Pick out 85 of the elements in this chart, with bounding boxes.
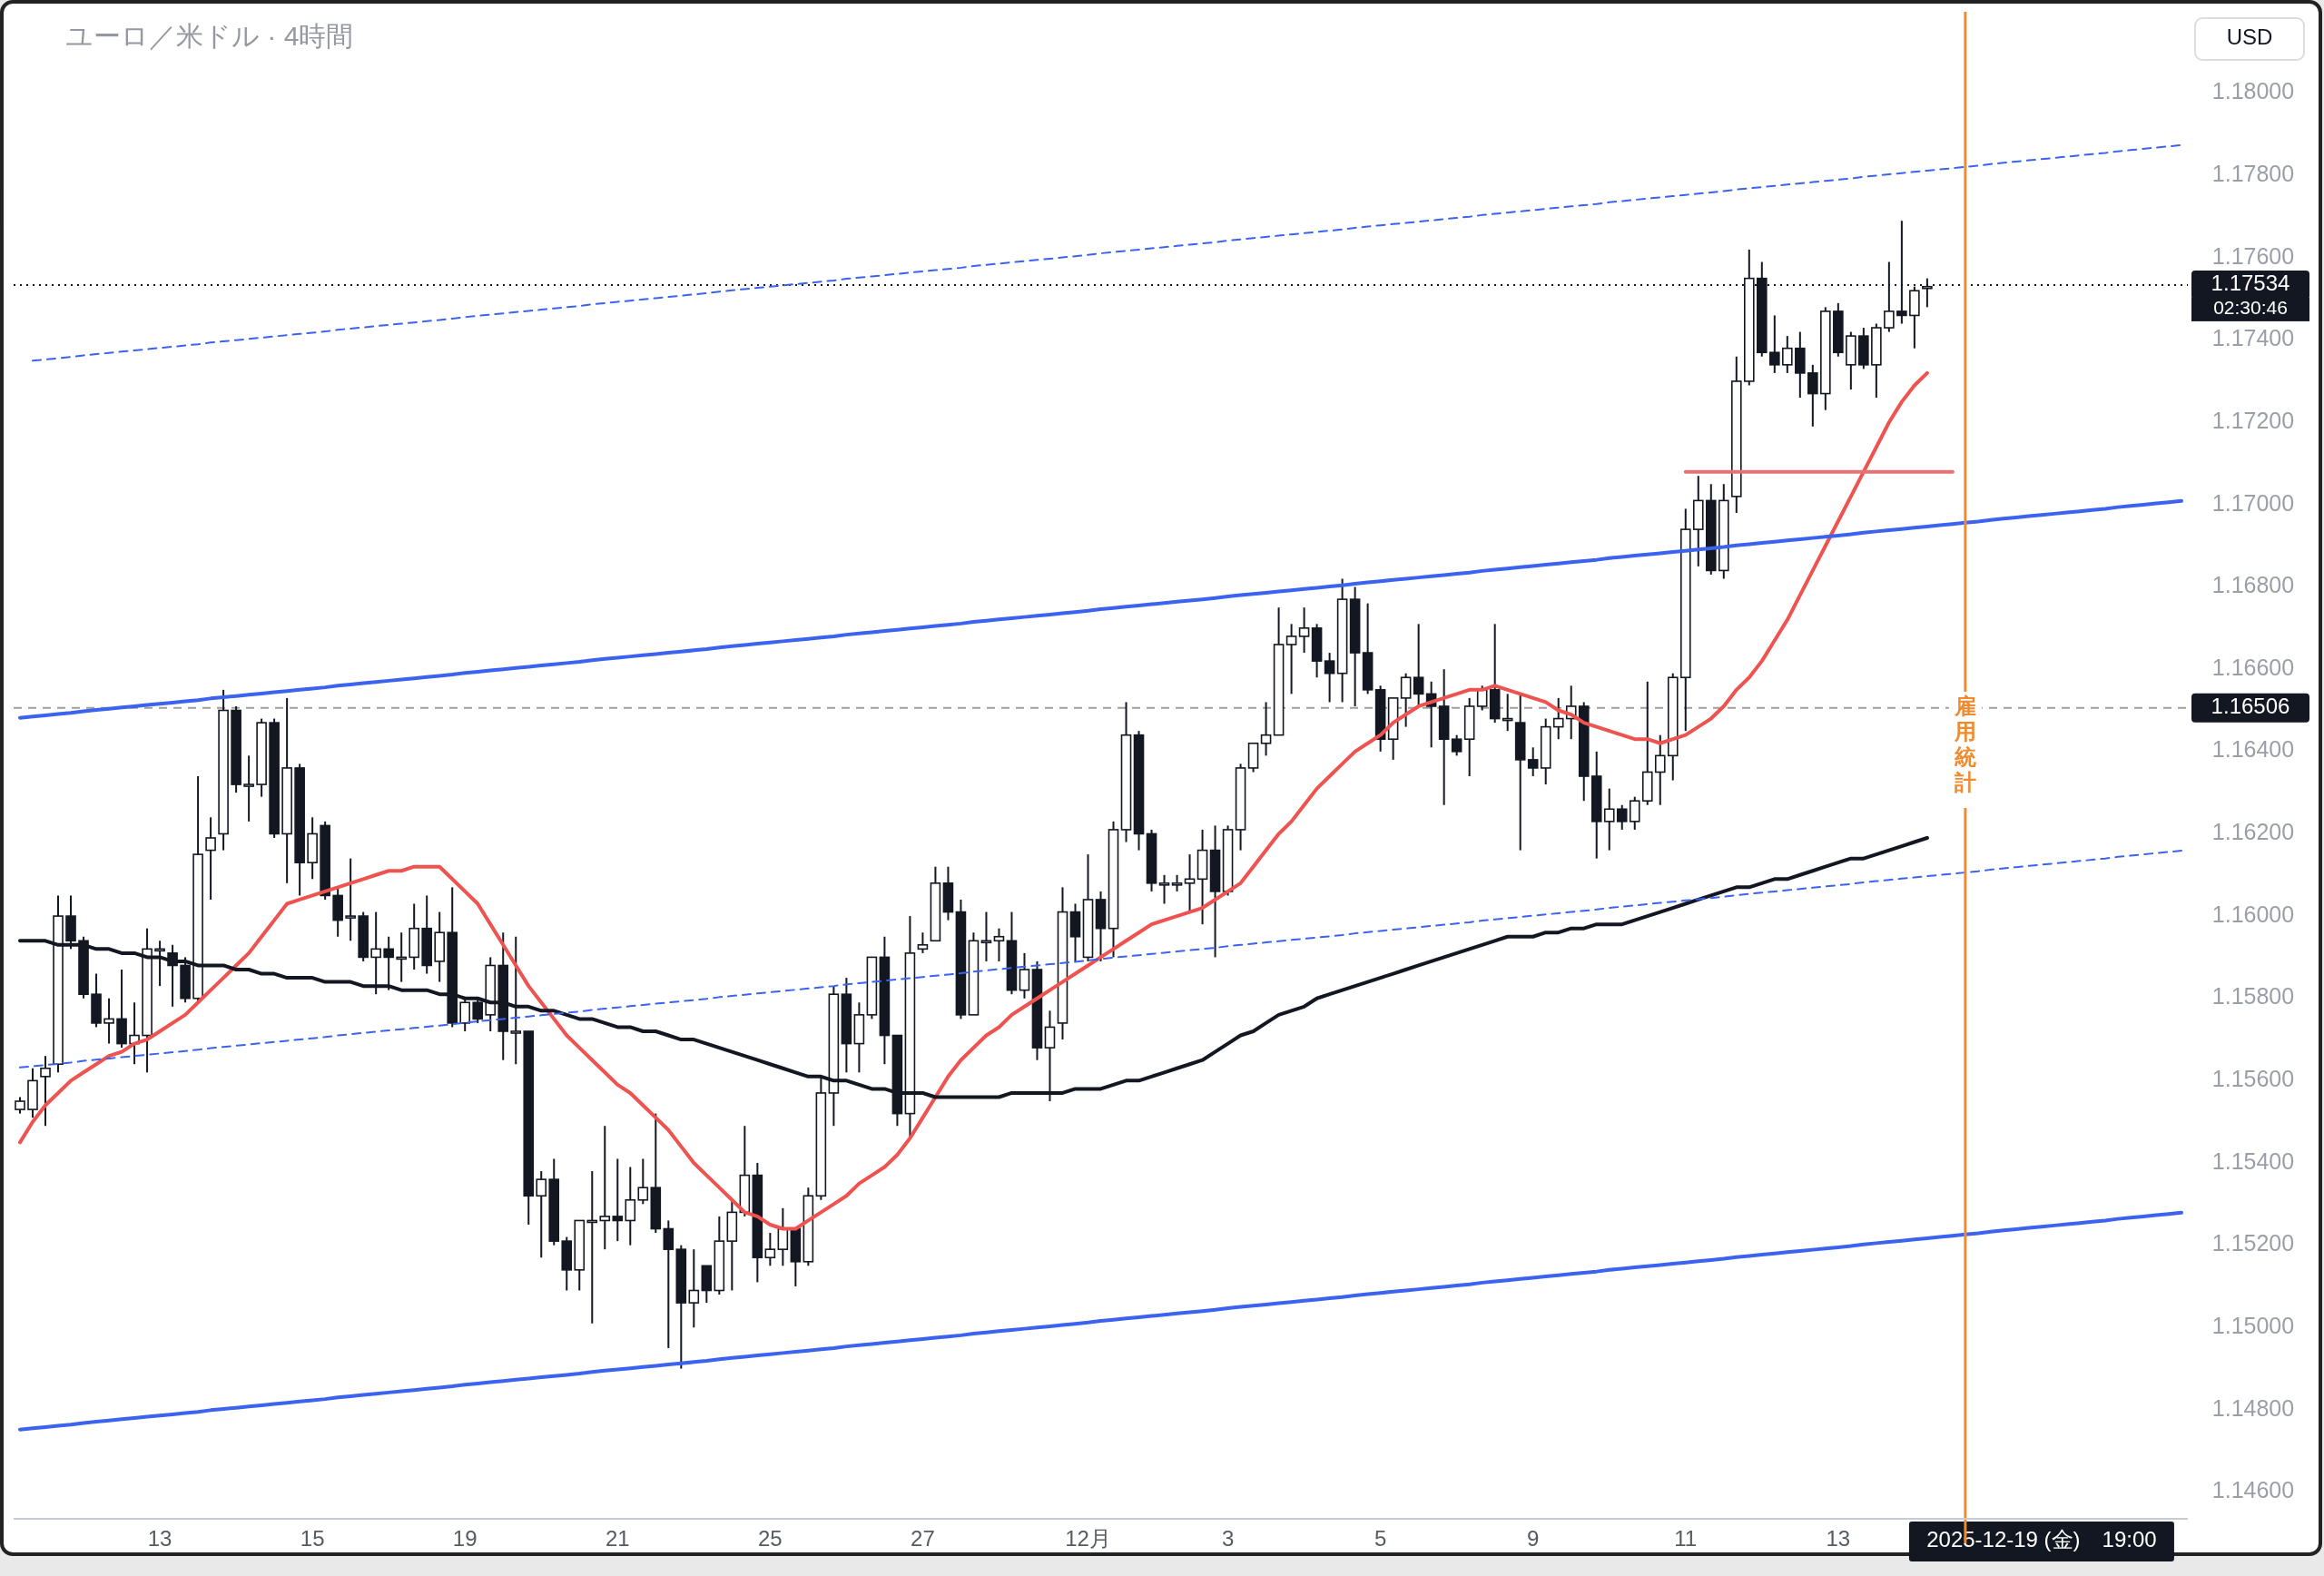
y-tick-label: 1.17000 bbox=[2211, 489, 2295, 516]
x-tick-label: 21 bbox=[605, 1526, 630, 1551]
candlestick bbox=[1807, 363, 1818, 428]
text: 02:30:46 bbox=[2213, 297, 2288, 319]
candlestick bbox=[1884, 261, 1895, 333]
candlestick bbox=[1552, 696, 1564, 741]
candlestick bbox=[1171, 873, 1183, 892]
candlestick bbox=[612, 1157, 624, 1243]
candlestick bbox=[637, 1157, 649, 1206]
candlestick bbox=[1413, 623, 1424, 707]
x-tick-label: 19 bbox=[452, 1526, 478, 1551]
candlestick bbox=[15, 1096, 25, 1115]
x-tick-label: 12月 bbox=[1065, 1526, 1111, 1551]
x-tick-label: 3 bbox=[1221, 1526, 1235, 1551]
y-tick-label: 1.16000 bbox=[2211, 901, 2295, 927]
candlestick bbox=[370, 911, 381, 996]
y-tick-label: 1.15400 bbox=[2211, 1148, 2295, 1174]
candlestick bbox=[1324, 652, 1335, 704]
candlestick bbox=[103, 997, 114, 1045]
y-tick-label: 1.15800 bbox=[2211, 983, 2295, 1010]
candlestick bbox=[396, 931, 407, 983]
y-tick-label: 1.17600 bbox=[2211, 242, 2295, 269]
candlestick bbox=[599, 1125, 611, 1251]
candlestick bbox=[1285, 623, 1297, 695]
y-tick-label: 1.14800 bbox=[2211, 1394, 2295, 1421]
chart-title: ユーロ／米ドル · 4時間 bbox=[65, 20, 354, 51]
candlestick bbox=[688, 1248, 700, 1329]
candlestick bbox=[40, 1055, 51, 1128]
x-tick-label: 13 bbox=[147, 1526, 172, 1551]
y-tick-label: 1.16800 bbox=[2211, 572, 2295, 598]
ref-line-label: 1.17534 bbox=[2211, 271, 2290, 296]
y-axis-title: USD bbox=[2226, 25, 2273, 50]
candlestick bbox=[663, 1219, 675, 1349]
y-tick-label: 1.15600 bbox=[2211, 1065, 2295, 1091]
candlestick bbox=[1896, 220, 1907, 325]
x-tick-label: 13 bbox=[1826, 1526, 1851, 1551]
y-tick-label: 1.16400 bbox=[2211, 736, 2295, 763]
candlestick bbox=[1158, 873, 1170, 905]
candlestick bbox=[1616, 803, 1628, 831]
candlestick bbox=[383, 935, 394, 991]
line-series bbox=[18, 498, 2183, 720]
candlestick bbox=[243, 754, 254, 822]
y-tick-label: 1.15200 bbox=[2211, 1230, 2295, 1256]
x-tick-label: 雇用統計 bbox=[1953, 694, 1976, 794]
candlestick bbox=[1260, 701, 1272, 757]
candlestick bbox=[1654, 734, 1666, 806]
candlestick bbox=[1019, 951, 1030, 1000]
candlestick bbox=[1298, 606, 1310, 655]
candlestick bbox=[205, 816, 216, 901]
y-tick-label: 1.14600 bbox=[2211, 1477, 2295, 1503]
y-tick-label: 1.17800 bbox=[2211, 160, 2295, 186]
x-tick-label: 15 bbox=[300, 1526, 325, 1551]
ref-line-label: 1.16506 bbox=[2211, 694, 2290, 719]
y-tick-label: 1.17200 bbox=[2211, 407, 2295, 433]
candlestick bbox=[1603, 787, 1615, 852]
y-tick-label: 1.16200 bbox=[2211, 819, 2295, 845]
candlestick bbox=[980, 911, 992, 962]
candlestick bbox=[917, 931, 929, 954]
candlestick bbox=[1922, 277, 1933, 309]
x-tick-label: 2025-12-19 (金) 19:00 bbox=[1926, 1527, 2157, 1552]
y-tick-label: 1.16600 bbox=[2211, 654, 2295, 680]
candlestick bbox=[1451, 734, 1462, 757]
candlestick bbox=[536, 1170, 547, 1259]
candlestick bbox=[1782, 335, 1793, 374]
candlestick bbox=[764, 1232, 776, 1267]
x-tick-label: 9 bbox=[1527, 1526, 1540, 1551]
candlestick bbox=[154, 940, 165, 988]
x-tick-label: 27 bbox=[911, 1526, 935, 1551]
candlestick bbox=[1400, 672, 1412, 728]
y-tick-label: 1.15000 bbox=[2211, 1312, 2295, 1338]
line-series bbox=[18, 1210, 2183, 1432]
candlestick bbox=[345, 857, 356, 942]
candlestick bbox=[1629, 795, 1640, 831]
y-tick-label: 1.18000 bbox=[2211, 78, 2295, 104]
y-tick-label: 1.17400 bbox=[2211, 325, 2295, 351]
candlestick bbox=[510, 935, 522, 1066]
x-tick-label: 11 bbox=[1674, 1526, 1698, 1551]
line-series bbox=[32, 143, 2182, 362]
x-tick-label: 25 bbox=[758, 1526, 783, 1551]
candlestick bbox=[586, 1170, 598, 1325]
candlestick bbox=[625, 1166, 636, 1246]
x-tick-label: 5 bbox=[1374, 1526, 1387, 1551]
candlestick bbox=[1769, 314, 1780, 374]
candlestick bbox=[1527, 746, 1539, 778]
candlestick bbox=[993, 927, 1005, 962]
